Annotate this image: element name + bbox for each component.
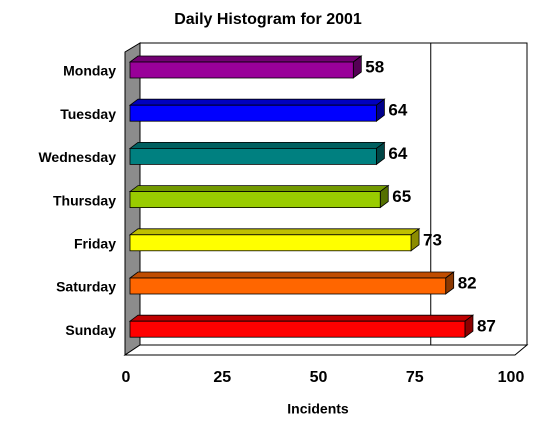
data-label: 65 <box>392 187 411 206</box>
bar-front <box>129 234 412 252</box>
bar-side-shade <box>376 142 385 165</box>
bar <box>128 228 421 252</box>
bar <box>128 314 475 339</box>
x-tick-label: 75 <box>406 369 424 386</box>
chart-title: Daily Histogram for 2001 <box>174 11 362 28</box>
data-label: 82 <box>458 273 477 292</box>
bar <box>128 271 455 295</box>
bar-side-shade <box>445 272 454 294</box>
y-tick-label: Thursday <box>53 192 116 208</box>
data-label: 58 <box>365 57 384 76</box>
y-tick-label: Monday <box>63 63 116 79</box>
bar-front <box>129 104 377 122</box>
bar-top-shade <box>130 99 385 106</box>
bar-side-shade <box>411 228 420 251</box>
data-label: 64 <box>388 101 407 120</box>
data-label: 73 <box>423 230 442 249</box>
y-tick-label: Saturday <box>56 279 116 295</box>
bar-side-shade <box>353 56 362 78</box>
bar-front <box>129 147 377 165</box>
bar-top-shade <box>130 142 385 149</box>
x-tick-label: 0 <box>122 369 131 386</box>
x-tick-label: 25 <box>213 369 231 386</box>
y-tick-label: Friday <box>74 236 116 252</box>
bar-front <box>129 277 447 295</box>
data-label: 64 <box>388 144 407 163</box>
x-tick-label: 100 <box>498 369 525 386</box>
bar-top-shade <box>130 272 454 278</box>
bar-top-shade <box>130 185 389 192</box>
x-tick-label: 50 <box>310 369 328 386</box>
y-tick-label: Tuesday <box>60 106 116 122</box>
data-label: 87 <box>477 317 496 336</box>
bar-top-shade <box>130 56 362 62</box>
x-axis-label: Incidents <box>287 401 349 417</box>
bar-front <box>129 191 381 209</box>
y-tick-label: Sunday <box>65 322 116 338</box>
bar-top-shade <box>130 228 420 235</box>
bar-side-shade <box>380 185 389 208</box>
bar-front <box>129 61 354 79</box>
bar-side-shade <box>376 99 385 122</box>
bar-front <box>129 320 466 338</box>
bar <box>128 55 363 79</box>
bar <box>128 141 386 166</box>
floor <box>123 344 529 356</box>
bar <box>128 98 386 122</box>
bar <box>128 184 390 209</box>
bar-side-shade <box>464 315 473 338</box>
y-tick-label: Wednesday <box>38 149 116 165</box>
bar-top-shade <box>130 315 473 322</box>
